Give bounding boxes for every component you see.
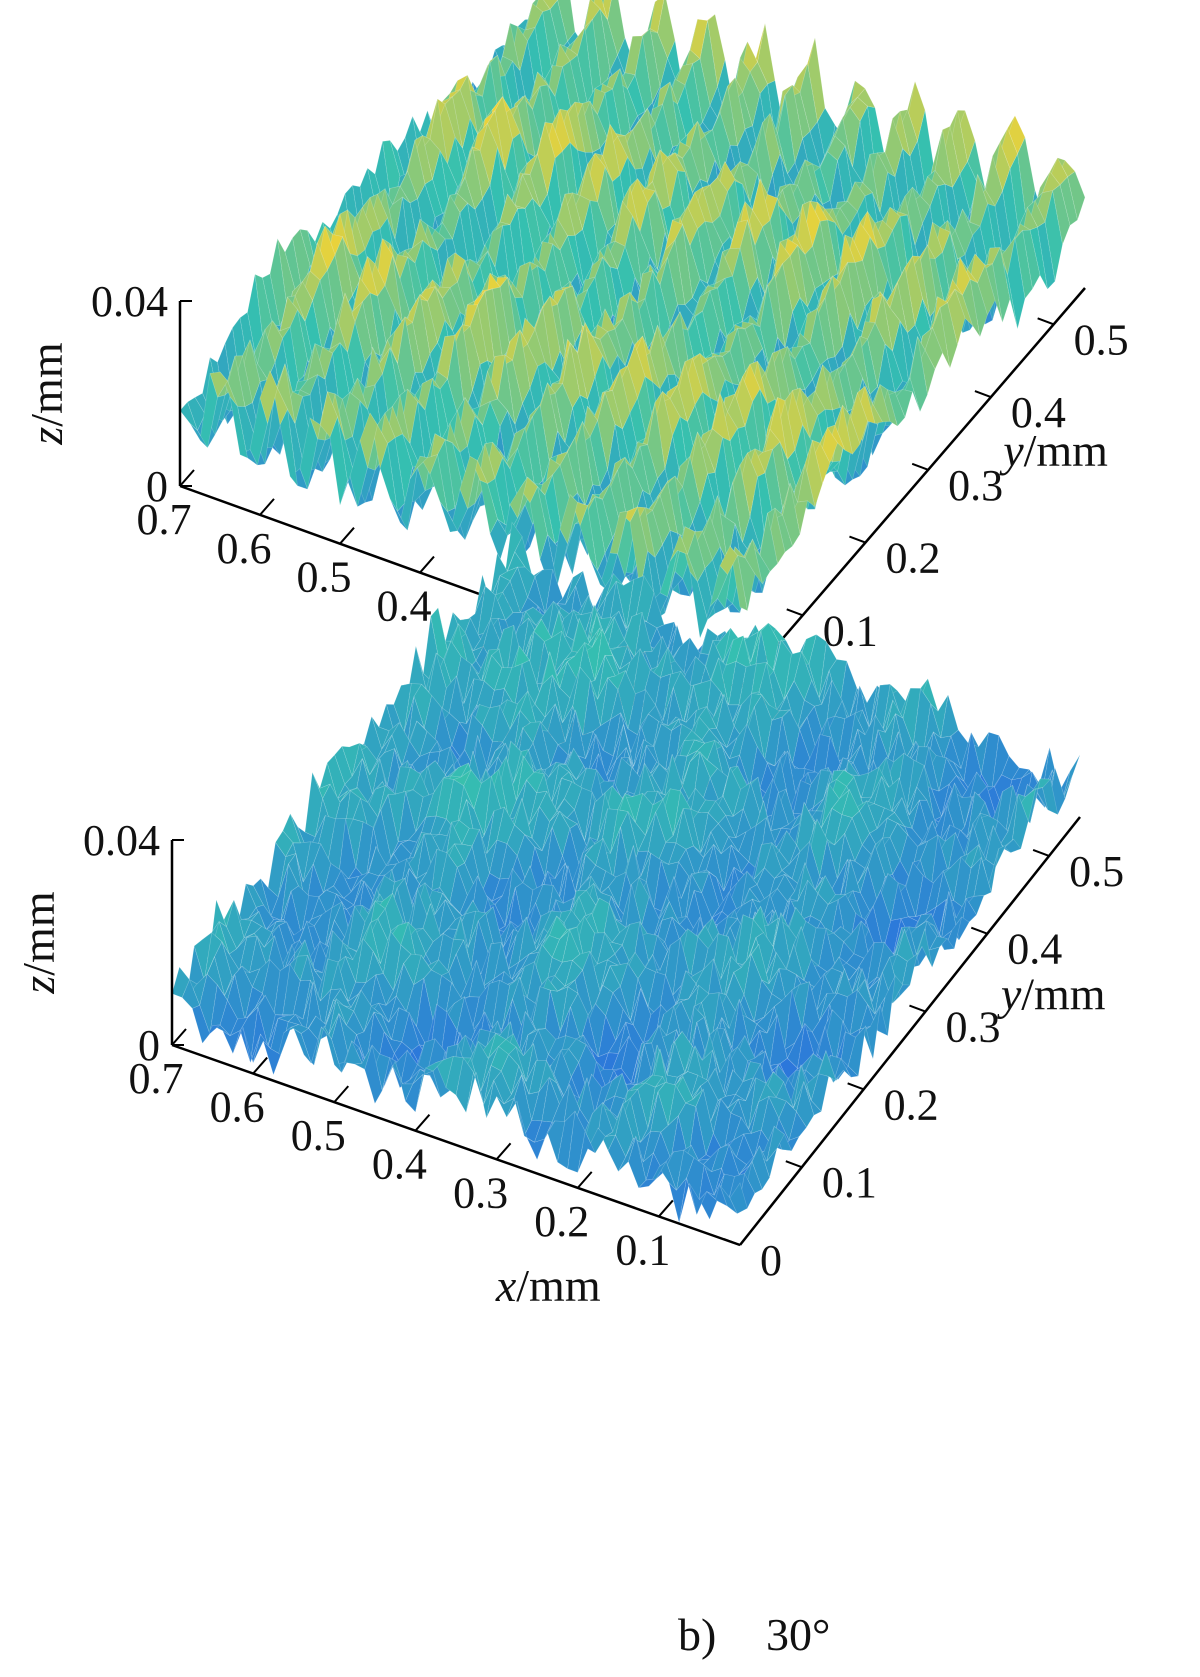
x-tick-label: 0.5: [291, 1111, 346, 1160]
y-tick-label: 0.3: [948, 461, 1003, 510]
x-tick-label: 0.3: [453, 1168, 508, 1217]
x-tick: [576, 1171, 593, 1189]
x-tick-label: 0.7: [137, 495, 192, 544]
angle-label: 30°: [766, 1609, 830, 1660]
x-tick: [414, 1114, 431, 1132]
axes: 0.10.20.30.40.50.60.700.10.20.30.40.500.…: [13, 816, 1124, 1311]
y-tick: [1032, 848, 1050, 857]
z-axis-label: z/mm: [21, 342, 72, 445]
y-tick-label: 0.1: [822, 1158, 877, 1207]
z-tick-label: 0.04: [91, 277, 168, 326]
y-axis-label: y/mm: [999, 425, 1108, 476]
y-axis-line: [739, 287, 1086, 689]
x-tick: [495, 1142, 512, 1160]
y-tick-label: 0: [760, 1236, 782, 1285]
y-tick: [909, 1004, 926, 1013]
y-tick-label: 0.3: [945, 1003, 1000, 1052]
panel-caption: b) 30°: [678, 1609, 830, 1660]
x-tick: [171, 1028, 187, 1046]
x-tick: [419, 555, 435, 574]
x-tick-label: 0.6: [217, 524, 272, 573]
x-tick: [333, 1085, 350, 1103]
y-tick-label: 0.2: [884, 1080, 939, 1129]
z-tick-label: 0: [138, 1021, 160, 1070]
y-axis-line: [739, 816, 1081, 1246]
x-tick-label: 0.6: [210, 1083, 265, 1132]
y-tick: [970, 926, 988, 935]
y-tick: [1037, 317, 1054, 326]
x-tick-label: 0.7: [129, 1054, 184, 1103]
y-tick: [785, 1160, 803, 1169]
y-tick: [847, 1082, 864, 1091]
x-tick-label: 0.4: [372, 1140, 427, 1189]
panel-label: b): [678, 1609, 716, 1660]
y-tick-label: 0.1: [823, 606, 878, 655]
y-tick: [786, 608, 804, 617]
x-tick: [339, 527, 355, 545]
x-tick-label: 0.4: [377, 582, 432, 631]
surface-mesh: [171, 521, 1081, 1223]
x-tick-label: 0.1: [615, 1225, 670, 1274]
y-tick: [849, 535, 866, 544]
x-tick: [252, 1056, 268, 1075]
y-tick-label: 0.4: [1007, 925, 1062, 974]
x-axis-label: x/mm: [495, 1260, 601, 1311]
x-axis-line: [171, 1043, 741, 1247]
surface-plot-a: 0.10.20.30.40.50.60.700.10.20.30.40.500.…: [21, 0, 1129, 815]
x-tick: [259, 498, 275, 516]
surface-mesh: [179, 0, 1086, 640]
y-tick: [723, 1238, 741, 1246]
x-tick: [658, 1199, 674, 1218]
x-tick: [179, 469, 195, 487]
z-tick-label: 0.04: [83, 816, 160, 865]
y-tick-label: 0.5: [1069, 847, 1124, 896]
y-tick-label: 0.2: [885, 534, 940, 583]
x-tick-label: 0.5: [297, 553, 352, 602]
x-tick-label: 0.2: [534, 1197, 589, 1246]
y-tick-label: 0.5: [1074, 315, 1129, 364]
y-axis-label: y/mm: [997, 969, 1106, 1020]
y-tick: [911, 462, 929, 471]
y-tick-label: 0.4: [1011, 388, 1066, 437]
z-axis-label: z/mm: [13, 891, 64, 994]
z-tick-label: 0: [146, 462, 168, 511]
surface-plot-b: 0.10.20.30.40.50.60.700.10.20.30.40.500.…: [13, 521, 1124, 1660]
y-tick: [974, 390, 992, 399]
